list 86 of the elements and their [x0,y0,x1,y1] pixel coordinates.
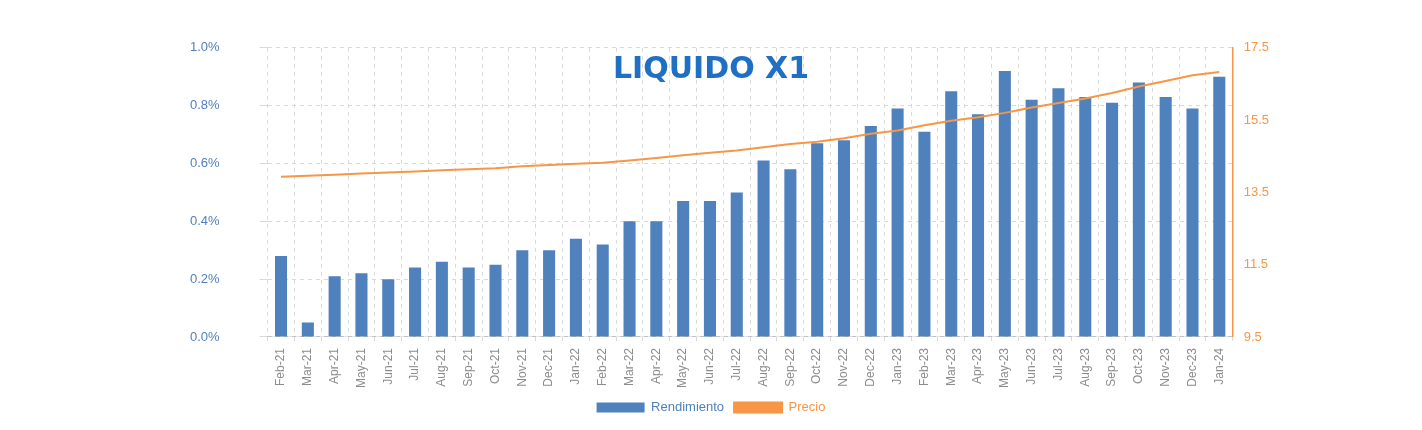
bar [489,264,502,337]
bar [1159,96,1172,337]
y-tick-label: 0.0% [189,328,221,344]
x-tick-label: Jul-22 [729,347,744,381]
bar [784,169,797,337]
bar [462,267,475,337]
x-tick-label: Aug-23 [1077,347,1092,387]
bar [703,201,716,337]
bar [409,267,422,337]
y-tick-label: 0.4% [189,212,221,228]
bar [945,91,958,337]
bar [275,256,288,337]
x-tick-label: Dec-22 [863,347,878,387]
x-tick-label: Apr-23 [970,347,985,385]
x-tick-label: Apr-22 [648,347,663,385]
y2-tick-label: 17.5 [1243,39,1270,55]
bar [1025,99,1038,337]
y-tick-label: 0.8% [189,97,221,113]
x-tick-label: Feb-22 [595,347,610,387]
bar [1106,102,1119,337]
x-tick-label: Jun-23 [1023,347,1038,385]
x-tick-label: Jun-21 [380,347,395,385]
bar [677,201,690,337]
x-tick-label: Jul-23 [1050,347,1065,381]
x-tick-label: Sep-22 [782,347,797,387]
bar [730,192,743,337]
bar [355,273,368,337]
bar [328,276,341,337]
x-tick-label: Oct-21 [487,347,502,384]
chart-title: LIQUIDO X1 [612,49,810,85]
y2-tick-label: 9.5 [1243,328,1262,344]
x-tick-label: Feb-23 [916,347,931,387]
x-tick-label: Jan-23 [889,347,904,385]
x-tick-label: May-22 [675,347,690,388]
x-tick-label: Apr-21 [326,347,341,385]
bar [516,250,529,337]
bar [811,143,824,337]
legend-label: Rendimiento [651,399,725,415]
bar [301,322,314,337]
bar [1132,82,1145,337]
x-tick-label: May-23 [997,347,1012,388]
bar [757,160,770,337]
bar [972,114,985,337]
y-tick-label: 0.6% [189,155,221,171]
x-tick-label: Oct-22 [809,347,824,384]
bar [1079,96,1092,337]
bar [1213,76,1226,337]
x-tick-label: Dec-23 [1184,347,1199,387]
x-tick-label: Aug-21 [434,347,449,387]
x-tick-label: Mar-22 [621,347,636,386]
x-tick-label: Jan-24 [1211,347,1226,385]
bar [891,108,904,337]
bar [435,261,448,337]
x-tick-label: Jan-22 [568,347,583,385]
x-tick-label: Oct-23 [1131,347,1146,384]
x-tick-label: May-21 [353,347,368,388]
x-tick-label: Feb-21 [273,347,288,387]
x-tick-label: Sep-23 [1104,347,1119,387]
y2-tick-label: 13.5 [1243,183,1270,199]
bar [918,131,931,337]
y-tick-label: 0.2% [189,270,221,286]
x-tick-label: Aug-22 [755,347,770,387]
bar [650,221,663,337]
bar [998,70,1011,337]
y2-tick-label: 15.5 [1243,111,1270,127]
bar [596,244,609,337]
x-tick-label: Jun-22 [702,347,717,385]
x-tick-label: Jul-21 [407,347,422,381]
y2-tick-label: 11.5 [1243,256,1269,272]
bar [543,250,556,337]
bar [382,279,395,337]
x-tick-label: Mar-21 [300,347,315,386]
x-tick-label: Nov-23 [1157,347,1172,387]
bar [864,125,877,337]
x-tick-label: Sep-21 [461,347,475,387]
y-tick-label: 1.0% [189,39,221,55]
x-tick-label: Dec-21 [541,347,556,387]
x-tick-label: Nov-21 [514,347,529,387]
x-tick-label: Nov-22 [836,347,851,387]
x-tick-label: Mar-23 [943,347,958,386]
bar [1052,88,1065,337]
bar [623,221,636,337]
bar [1186,108,1199,337]
bar [569,238,582,337]
legend-label: Precio [788,399,826,415]
bar [837,140,851,337]
